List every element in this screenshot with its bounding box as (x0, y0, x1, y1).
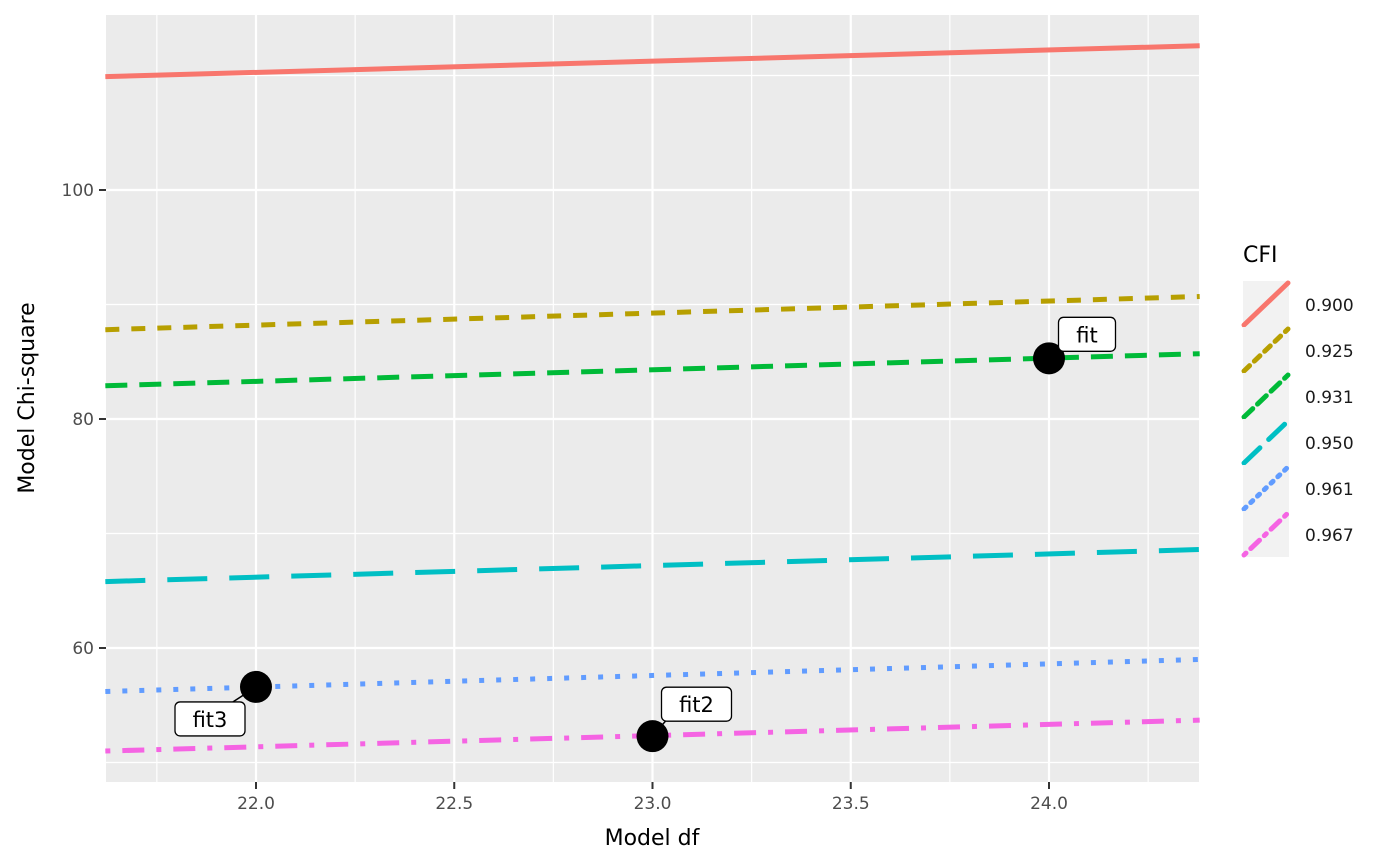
cfi-line-0.961 (105, 656, 1200, 695)
point-labels: fit fit2 fit3 (174, 316, 1117, 737)
legend-label-0.900: 0.900 (1305, 296, 1354, 316)
point-label-fit: fit (1076, 323, 1097, 347)
y-tick-label: 80 (72, 410, 94, 430)
cfi-line-0.931 (105, 351, 1200, 389)
point-label-fit3: fit3 (193, 708, 228, 732)
legend: 0.900 0.925 0.931 0.950 0.961 0.967 (1241, 280, 1354, 558)
y-axis-title: Model Chi-square (15, 302, 40, 493)
legend-label-0.931: 0.931 (1305, 388, 1354, 408)
point-label-fit2: fit2 (679, 693, 714, 717)
x-tick-label: 23.5 (832, 794, 870, 814)
cfi-line-0.925 (105, 293, 1200, 333)
x-axis: 22.0 22.5 23.0 23.5 24.0 (237, 782, 1068, 814)
legend-key-0.900 (1241, 280, 1291, 328)
major-gridlines (106, 15, 1199, 782)
legend-label-0.961: 0.961 (1305, 480, 1354, 500)
x-axis-title: Model df (605, 826, 701, 851)
legend-label-0.967: 0.967 (1305, 526, 1354, 546)
y-tick-label: 100 (62, 181, 94, 201)
x-tick-label: 22.0 (237, 794, 275, 814)
legend-key-0.925 (1241, 326, 1291, 374)
x-tick-label: 22.5 (435, 794, 473, 814)
legend-label-0.925: 0.925 (1305, 342, 1354, 362)
legend-label-0.950: 0.950 (1305, 434, 1354, 454)
legend-key-0.967 (1241, 510, 1291, 558)
x-tick-label: 24.0 (1030, 794, 1068, 814)
legend-key-0.931 (1241, 372, 1291, 420)
y-axis: 60 80 100 (62, 181, 106, 659)
x-tick-label: 23.0 (634, 794, 672, 814)
legend-key-0.961 (1241, 464, 1291, 512)
legend-key-0.950 (1241, 418, 1291, 466)
legend-title: CFI (1243, 243, 1278, 268)
y-tick-label: 60 (72, 639, 94, 659)
cfi-line-0.900 (105, 43, 1200, 80)
